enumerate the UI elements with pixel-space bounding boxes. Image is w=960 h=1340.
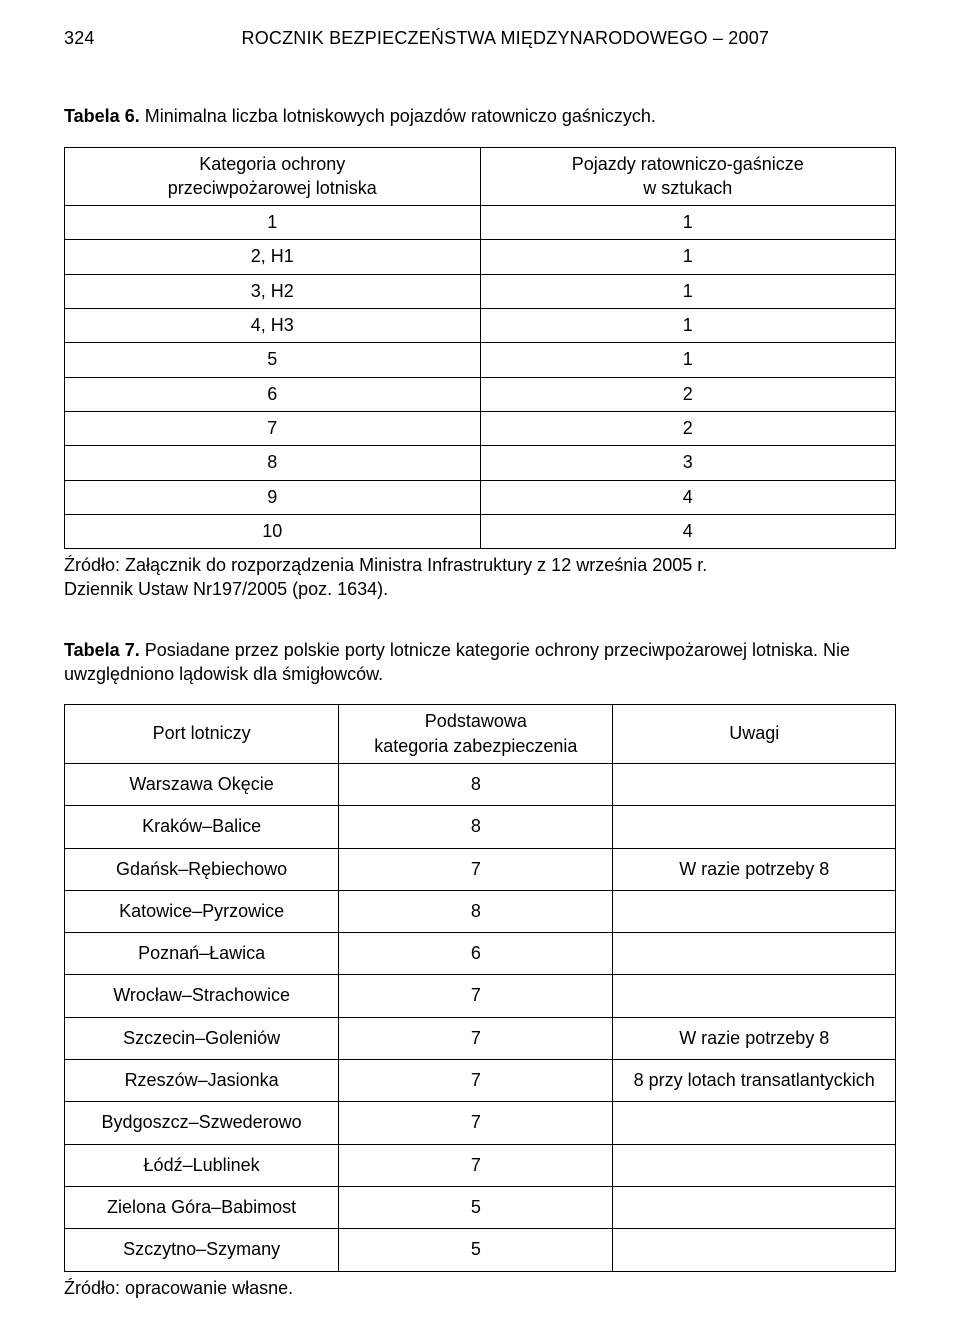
table7-cell xyxy=(613,763,896,805)
table6-row: 104 xyxy=(65,514,896,548)
table6-row: 83 xyxy=(65,446,896,480)
table7-cell xyxy=(613,1144,896,1186)
table7-cell: 8 xyxy=(339,806,613,848)
table7-cell: 7 xyxy=(339,848,613,890)
table7-cell: 7 xyxy=(339,1017,613,1059)
table7-row: Katowice–Pyrzowice8 xyxy=(65,890,896,932)
table6-row: 72 xyxy=(65,411,896,445)
table6-cell: 2 xyxy=(480,377,896,411)
table7-cell: 8 xyxy=(339,763,613,805)
table6-row: 3, H21 xyxy=(65,274,896,308)
table6-cell: 7 xyxy=(65,411,481,445)
table6-cell: 9 xyxy=(65,480,481,514)
table7-cell: Szczytno–Szymany xyxy=(65,1229,339,1271)
table7-row: Warszawa Okęcie8 xyxy=(65,763,896,805)
table6-cell: 3 xyxy=(480,446,896,480)
table6-caption-text: Minimalna liczba lotniskowych pojazdów r… xyxy=(140,106,656,126)
table6-cell: 1 xyxy=(65,206,481,240)
table7-header-2: Uwagi xyxy=(613,705,896,764)
table7: Port lotniczy Podstawowa kategoria zabez… xyxy=(64,704,896,1271)
table7-caption: Tabela 7. Posiadane przez polskie porty … xyxy=(64,638,896,687)
table7-row: Szczecin–Goleniów7W razie potrzeby 8 xyxy=(65,1017,896,1059)
table7-cell: 5 xyxy=(339,1229,613,1271)
table6-row: 94 xyxy=(65,480,896,514)
table7-cell: 8 xyxy=(339,890,613,932)
table7-cell xyxy=(613,1102,896,1144)
table7-cell: Katowice–Pyrzowice xyxy=(65,890,339,932)
table7-cell xyxy=(613,1229,896,1271)
table6-header-0: Kategoria ochrony przeciwpożarowej lotni… xyxy=(65,147,481,206)
table6-cell: 4 xyxy=(480,480,896,514)
table6-row: 11 xyxy=(65,206,896,240)
table6-caption: Tabela 6. Minimalna liczba lotniskowych … xyxy=(64,104,896,128)
table6-cell: 3, H2 xyxy=(65,274,481,308)
table7-row: Bydgoszcz–Szwederowo7 xyxy=(65,1102,896,1144)
table7-row: Gdańsk–Rębiechowo7W razie potrzeby 8 xyxy=(65,848,896,890)
table7-cell: Warszawa Okęcie xyxy=(65,763,339,805)
table7-cell: Rzeszów–Jasionka xyxy=(65,1060,339,1102)
table6-row: 4, H31 xyxy=(65,309,896,343)
table6-cell: 8 xyxy=(65,446,481,480)
table7-cell: Poznań–Ławica xyxy=(65,933,339,975)
table7-row: Rzeszów–Jasionka78 przy lotach transatla… xyxy=(65,1060,896,1102)
table7-cell: 8 przy lotach transatlantyckich xyxy=(613,1060,896,1102)
table6-cell: 1 xyxy=(480,343,896,377)
table7-cell xyxy=(613,806,896,848)
table6-cell: 1 xyxy=(480,274,896,308)
table7-cell: 7 xyxy=(339,1144,613,1186)
table6-header-row: Kategoria ochrony przeciwpożarowej lotni… xyxy=(65,147,896,206)
table6-row: 2, H11 xyxy=(65,240,896,274)
table7-cell: W razie potrzeby 8 xyxy=(613,1017,896,1059)
table6-cell: 2, H1 xyxy=(65,240,481,274)
table7-row: Wrocław–Strachowice7 xyxy=(65,975,896,1017)
table7-row: Łódź–Lublinek7 xyxy=(65,1144,896,1186)
table7-cell: 7 xyxy=(339,1060,613,1102)
table7-cell: W razie potrzeby 8 xyxy=(613,848,896,890)
table6-source: Źródło: Załącznik do rozporządzenia Mini… xyxy=(64,553,896,602)
table7-cell: Wrocław–Strachowice xyxy=(65,975,339,1017)
table6-cell: 6 xyxy=(65,377,481,411)
table7-cell: 5 xyxy=(339,1186,613,1228)
table7-cell xyxy=(613,975,896,1017)
page-number: 324 xyxy=(64,26,95,50)
table7-caption-text: Posiadane przez polskie porty lotnicze k… xyxy=(64,640,850,684)
table6-cell: 4, H3 xyxy=(65,309,481,343)
table7-cell: 7 xyxy=(339,1102,613,1144)
table6-cell: 4 xyxy=(480,514,896,548)
table7-caption-label: Tabela 7. xyxy=(64,640,140,660)
page: 324 ROCZNIK BEZPIECZEŃSTWA MIĘDZYNARODOW… xyxy=(0,0,960,1340)
table7-row: Kraków–Balice8 xyxy=(65,806,896,848)
table6-cell: 1 xyxy=(480,240,896,274)
table7-cell: Kraków–Balice xyxy=(65,806,339,848)
table6: Kategoria ochrony przeciwpożarowej lotni… xyxy=(64,147,896,550)
table6-header-1: Pojazdy ratowniczo-gaśnicze w sztukach xyxy=(480,147,896,206)
table7-cell xyxy=(613,933,896,975)
table7-cell: Bydgoszcz–Szwederowo xyxy=(65,1102,339,1144)
table7-cell: 6 xyxy=(339,933,613,975)
table7-cell: Zielona Góra–Babimost xyxy=(65,1186,339,1228)
table6-cell: 2 xyxy=(480,411,896,445)
table7-cell: 7 xyxy=(339,975,613,1017)
table7-cell xyxy=(613,890,896,932)
table6-cell: 5 xyxy=(65,343,481,377)
table7-cell: Gdańsk–Rębiechowo xyxy=(65,848,339,890)
table6-caption-label: Tabela 6. xyxy=(64,106,140,126)
table7-row: Zielona Góra–Babimost5 xyxy=(65,1186,896,1228)
running-head: 324 ROCZNIK BEZPIECZEŃSTWA MIĘDZYNARODOW… xyxy=(64,26,896,50)
table6-cell: 1 xyxy=(480,309,896,343)
table7-cell: Łódź–Lublinek xyxy=(65,1144,339,1186)
table6-row: 51 xyxy=(65,343,896,377)
table7-header-0: Port lotniczy xyxy=(65,705,339,764)
table6-row: 62 xyxy=(65,377,896,411)
table6-cell: 10 xyxy=(65,514,481,548)
table6-cell: 1 xyxy=(480,206,896,240)
table7-row: Szczytno–Szymany5 xyxy=(65,1229,896,1271)
running-head-title: ROCZNIK BEZPIECZEŃSTWA MIĘDZYNARODOWEGO … xyxy=(115,26,896,50)
table7-row: Poznań–Ławica6 xyxy=(65,933,896,975)
table7-header-1: Podstawowa kategoria zabezpieczenia xyxy=(339,705,613,764)
table7-source: Źródło: opracowanie własne. xyxy=(64,1276,896,1300)
table7-header-row: Port lotniczy Podstawowa kategoria zabez… xyxy=(65,705,896,764)
table7-cell xyxy=(613,1186,896,1228)
table7-cell: Szczecin–Goleniów xyxy=(65,1017,339,1059)
